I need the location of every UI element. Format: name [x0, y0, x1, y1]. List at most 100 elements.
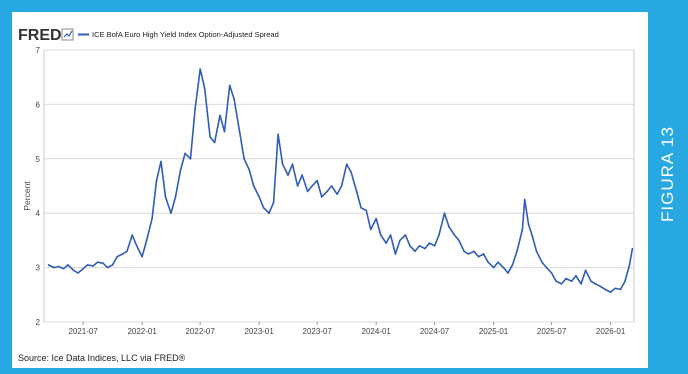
data-point	[316, 179, 319, 182]
grid	[43, 49, 635, 323]
data-point	[448, 226, 450, 228]
data-point	[570, 280, 573, 283]
data-point	[389, 234, 392, 236]
data-point	[394, 253, 397, 255]
plot-area	[43, 49, 635, 323]
data-point	[57, 265, 60, 268]
data-point	[511, 264, 514, 266]
data-point	[111, 264, 114, 266]
data-point	[345, 163, 348, 165]
data-point	[121, 253, 124, 255]
data-point	[281, 163, 284, 165]
data-point	[560, 283, 563, 285]
data-point	[443, 212, 446, 214]
data-point	[492, 266, 495, 269]
data-point	[233, 98, 235, 100]
data-point	[365, 209, 368, 212]
data-point	[355, 190, 358, 193]
data-point	[252, 185, 255, 187]
data-point	[184, 152, 186, 155]
data-point	[473, 250, 475, 253]
data-point	[614, 287, 616, 290]
data-point	[584, 269, 587, 272]
data-point	[174, 196, 177, 198]
data-point	[47, 264, 50, 266]
data-point	[609, 291, 612, 293]
data-point	[170, 212, 172, 214]
data-point	[594, 283, 597, 285]
data-point	[404, 234, 407, 236]
x-tick-label: 2021-07	[68, 327, 98, 336]
data-point	[145, 239, 148, 242]
x-tick-label: 2022-01	[127, 327, 157, 336]
fred-logo: FRED	[18, 27, 62, 44]
x-ticks: 2021-07 2022-01 2022-07 2023-01 2023-07 2024-…	[68, 322, 626, 336]
data-point	[458, 239, 460, 242]
data-point	[369, 228, 372, 231]
x-tick-label: 2024-01	[362, 327, 392, 336]
data-point	[330, 185, 333, 187]
data-point	[631, 247, 634, 250]
data-point	[272, 201, 275, 204]
data-point	[106, 266, 109, 269]
data-point	[92, 265, 94, 267]
data-point	[487, 261, 489, 264]
data-point	[453, 234, 456, 236]
y-ticks: 2 3 4 5 6 7	[36, 46, 41, 327]
series-line-0	[48, 68, 634, 293]
data-point	[238, 130, 241, 133]
data-point	[67, 264, 69, 266]
data-point	[527, 223, 530, 225]
data-point	[624, 280, 626, 283]
data-point	[116, 255, 118, 258]
data-point	[565, 277, 567, 280]
data-point	[418, 245, 421, 247]
data-point	[467, 253, 470, 255]
series-group	[47, 68, 634, 293]
data-point	[268, 212, 270, 214]
data-point	[619, 288, 622, 291]
data-point	[72, 269, 75, 272]
data-point	[428, 242, 431, 244]
y-tick-label: 5	[36, 155, 41, 164]
y-tick-label: 2	[36, 318, 41, 327]
data-point	[164, 196, 167, 198]
data-point	[248, 168, 250, 171]
data-point	[590, 280, 592, 283]
data-point	[604, 288, 606, 291]
y-tick-label: 3	[36, 264, 41, 273]
data-point	[521, 228, 524, 231]
data-point	[155, 179, 158, 182]
data-point	[126, 250, 128, 253]
data-point	[438, 234, 440, 236]
data-point	[523, 198, 526, 201]
data-point	[360, 207, 362, 209]
data-point	[287, 174, 289, 176]
x-tick-label: 2024-07	[420, 327, 450, 336]
data-point	[507, 272, 509, 274]
data-point	[409, 245, 411, 247]
y-axis-label: Percent	[22, 181, 32, 211]
data-point	[477, 255, 480, 258]
data-point	[62, 267, 65, 270]
data-point	[258, 196, 261, 198]
data-point	[628, 264, 631, 266]
data-point	[311, 185, 313, 187]
data-point	[482, 253, 485, 255]
data-point	[151, 217, 153, 220]
y-tick-label: 7	[36, 46, 41, 55]
x-tick-label: 2026-01	[596, 327, 626, 336]
data-point	[228, 84, 231, 87]
data-point	[545, 266, 548, 269]
data-point	[531, 234, 533, 236]
data-point	[320, 196, 323, 198]
data-point	[306, 190, 309, 193]
legend-label: ICE BofA Euro High Yield Index Option-Ad…	[92, 30, 279, 39]
x-tick-label: 2025-01	[479, 327, 509, 336]
data-point	[379, 234, 382, 236]
data-point	[179, 168, 182, 171]
data-point	[375, 217, 378, 220]
data-point	[189, 158, 192, 160]
data-point	[223, 130, 226, 133]
